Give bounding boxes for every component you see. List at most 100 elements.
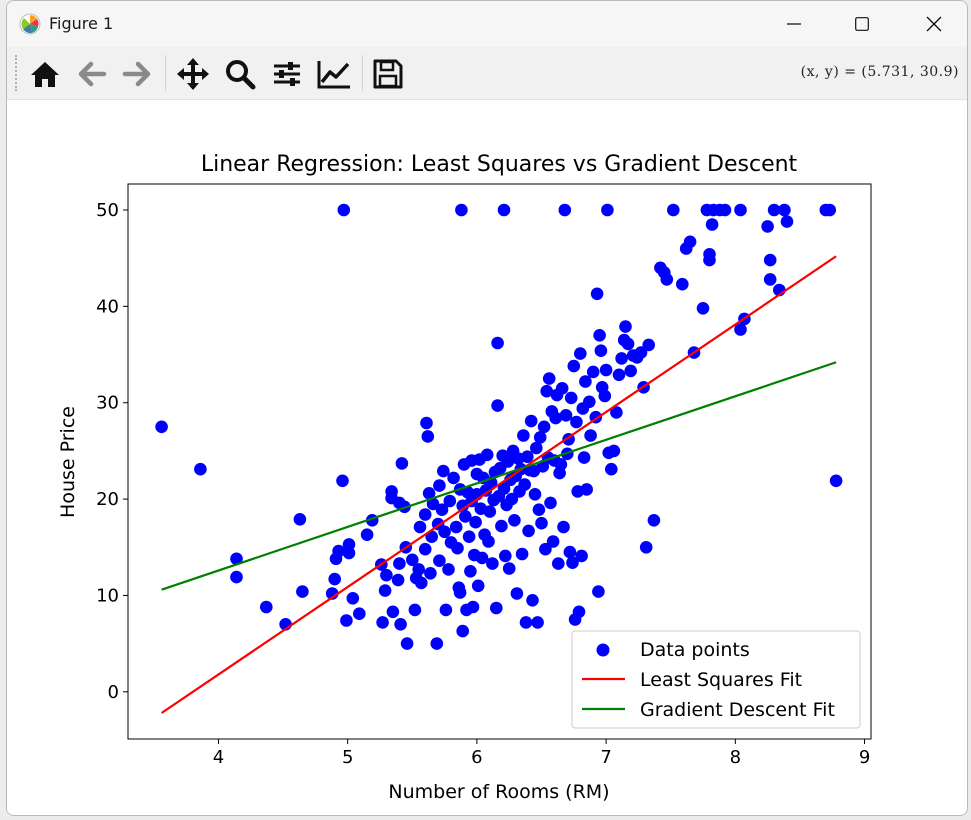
title-bar: Figure 1 — [7, 1, 967, 47]
data-point — [639, 541, 653, 554]
pan-icon — [177, 58, 209, 90]
data-point — [519, 616, 533, 629]
save-button[interactable] — [369, 55, 407, 93]
data-point — [615, 352, 628, 365]
data-points-layer — [155, 203, 843, 650]
data-point — [455, 203, 468, 217]
data-point — [499, 549, 512, 563]
data-point — [566, 556, 579, 569]
maximize-button[interactable] — [833, 1, 891, 47]
data-point — [528, 488, 542, 501]
data-point — [517, 429, 530, 442]
data-point — [558, 203, 572, 217]
data-point — [353, 607, 366, 620]
pan-button[interactable] — [174, 55, 212, 93]
data-point — [464, 565, 477, 578]
data-point — [584, 429, 597, 442]
x-axis: 4 5 6 7 8 9 — [213, 739, 870, 768]
data-point — [761, 220, 774, 233]
data-point — [424, 567, 437, 580]
data-point — [559, 409, 573, 422]
y-tick-label: 40 — [96, 296, 119, 317]
data-point — [482, 535, 495, 548]
data-point — [593, 329, 606, 342]
data-point — [554, 458, 568, 471]
data-point — [426, 497, 440, 511]
minimize-button[interactable] — [765, 1, 823, 47]
close-icon — [926, 16, 942, 32]
scatter-chart[interactable]: 4 5 6 7 8 9 0 10 20 30 40 50 Linear Regression: Le… — [7, 100, 968, 816]
data-point — [442, 563, 455, 576]
data-point — [412, 563, 426, 576]
x-tick-label: 8 — [730, 747, 741, 768]
data-point — [497, 482, 511, 495]
data-point — [491, 399, 504, 412]
data-point — [360, 528, 374, 541]
data-point — [563, 545, 577, 559]
data-point — [535, 516, 548, 530]
data-point — [530, 441, 543, 455]
data-point — [718, 203, 732, 217]
data-point — [734, 323, 747, 336]
data-point — [555, 382, 569, 395]
data-point — [376, 616, 389, 629]
plot-area-frame — [127, 183, 872, 740]
data-point — [634, 346, 648, 359]
maximize-icon — [855, 17, 869, 31]
data-point — [483, 505, 497, 518]
data-point — [696, 302, 710, 315]
legend-label-data-points: Data points — [640, 639, 750, 661]
data-point — [829, 474, 843, 488]
data-point — [592, 585, 605, 598]
data-point — [544, 496, 557, 510]
data-point — [579, 375, 592, 388]
data-point — [385, 485, 398, 498]
data-point — [549, 411, 562, 425]
data-point — [260, 600, 273, 614]
data-point — [607, 444, 621, 458]
data-point — [823, 203, 836, 217]
fit-lines-layer — [160, 255, 837, 714]
data-point — [443, 494, 457, 508]
data-point — [763, 273, 777, 286]
zoom-button[interactable] — [221, 55, 259, 93]
y-tick-label: 20 — [96, 489, 119, 510]
data-point — [490, 601, 503, 615]
configure-subplots-button[interactable] — [268, 55, 306, 93]
data-point — [575, 549, 588, 563]
data-point — [515, 547, 529, 561]
forward-button[interactable] — [118, 55, 156, 93]
data-point — [336, 474, 349, 488]
back-button[interactable] — [73, 55, 111, 93]
data-point — [546, 535, 560, 548]
data-point — [533, 431, 547, 444]
data-point — [577, 451, 591, 464]
x-tick-label: 7 — [600, 747, 611, 768]
data-point — [564, 391, 578, 405]
data-point — [386, 605, 400, 619]
data-point — [413, 520, 427, 534]
data-point — [471, 579, 485, 593]
configure-subplots-icon — [274, 62, 300, 86]
home-button[interactable] — [26, 55, 64, 93]
data-point — [480, 448, 494, 462]
data-point — [447, 471, 460, 485]
data-point — [524, 414, 538, 428]
data-point — [418, 542, 432, 556]
data-point — [433, 479, 446, 492]
data-point — [395, 457, 409, 470]
x-tick-label: 5 — [342, 747, 353, 768]
data-point — [580, 483, 593, 496]
data-point — [624, 364, 637, 378]
data-point — [767, 203, 781, 217]
data-point — [475, 551, 489, 565]
data-point — [599, 363, 613, 377]
edit-axis-button[interactable] — [315, 55, 353, 93]
data-point — [328, 572, 342, 586]
close-button[interactable] — [905, 1, 963, 47]
data-point — [433, 554, 446, 567]
figure-canvas[interactable]: 4 5 6 7 8 9 0 10 20 30 40 50 Linear Regression: Le… — [7, 100, 968, 816]
data-point — [570, 415, 583, 429]
data-point — [293, 513, 307, 526]
save-icon — [373, 59, 403, 89]
